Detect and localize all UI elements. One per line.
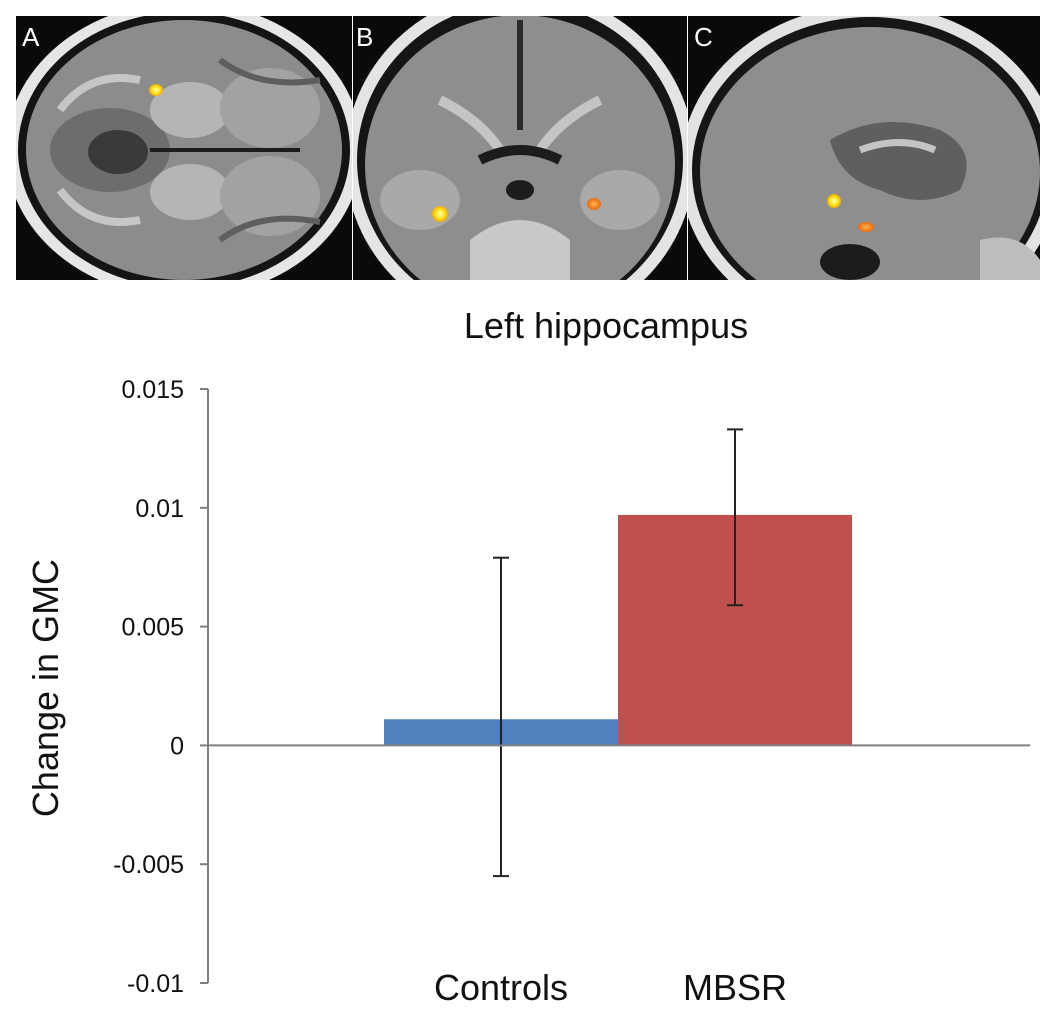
- chart-title: Left hippocampus: [464, 305, 748, 346]
- brain-panel-a: [16, 16, 352, 280]
- y-tick-label: -0.01: [127, 970, 184, 998]
- y-axis-title: Change in GMC: [25, 559, 66, 817]
- y-axis-ticks: 0.015 0.01 0.005 0 -0.005 -0.01: [113, 376, 208, 998]
- brain-panel-c: [688, 16, 1040, 280]
- y-tick-label: 0.015: [121, 376, 184, 404]
- error-bars: [493, 428, 743, 878]
- hotspot-b-1: [432, 206, 448, 222]
- hotspot-b-2: [587, 198, 601, 210]
- brain-panel-b: [353, 16, 687, 280]
- chart: Change in GMC 0.015 0.01 0.005 0 -0.005 -0.01…: [25, 376, 1030, 1008]
- panel-letter-b: B: [356, 22, 373, 52]
- error-bar-mbsr: [727, 428, 743, 607]
- panel-letter-c: C: [694, 22, 713, 52]
- x-category-label-mbsr: MBSR: [683, 967, 787, 1008]
- y-tick-label: 0: [170, 732, 184, 760]
- hotspot-c-1: [827, 194, 841, 208]
- brain-images: A B: [16, 16, 1040, 280]
- hotspot-a-1: [149, 84, 163, 96]
- y-tick-label: 0.01: [135, 495, 184, 523]
- error-bar-controls: [493, 556, 509, 878]
- y-tick-label: 0.005: [121, 614, 184, 642]
- x-category-label-controls: Controls: [434, 967, 568, 1008]
- bars: [384, 514, 852, 746]
- panel-letter-a: A: [22, 22, 40, 52]
- y-tick-label: -0.005: [113, 851, 184, 879]
- hotspot-c-2: [858, 222, 874, 232]
- x-axis-category-labels: Controls MBSR: [434, 967, 787, 1008]
